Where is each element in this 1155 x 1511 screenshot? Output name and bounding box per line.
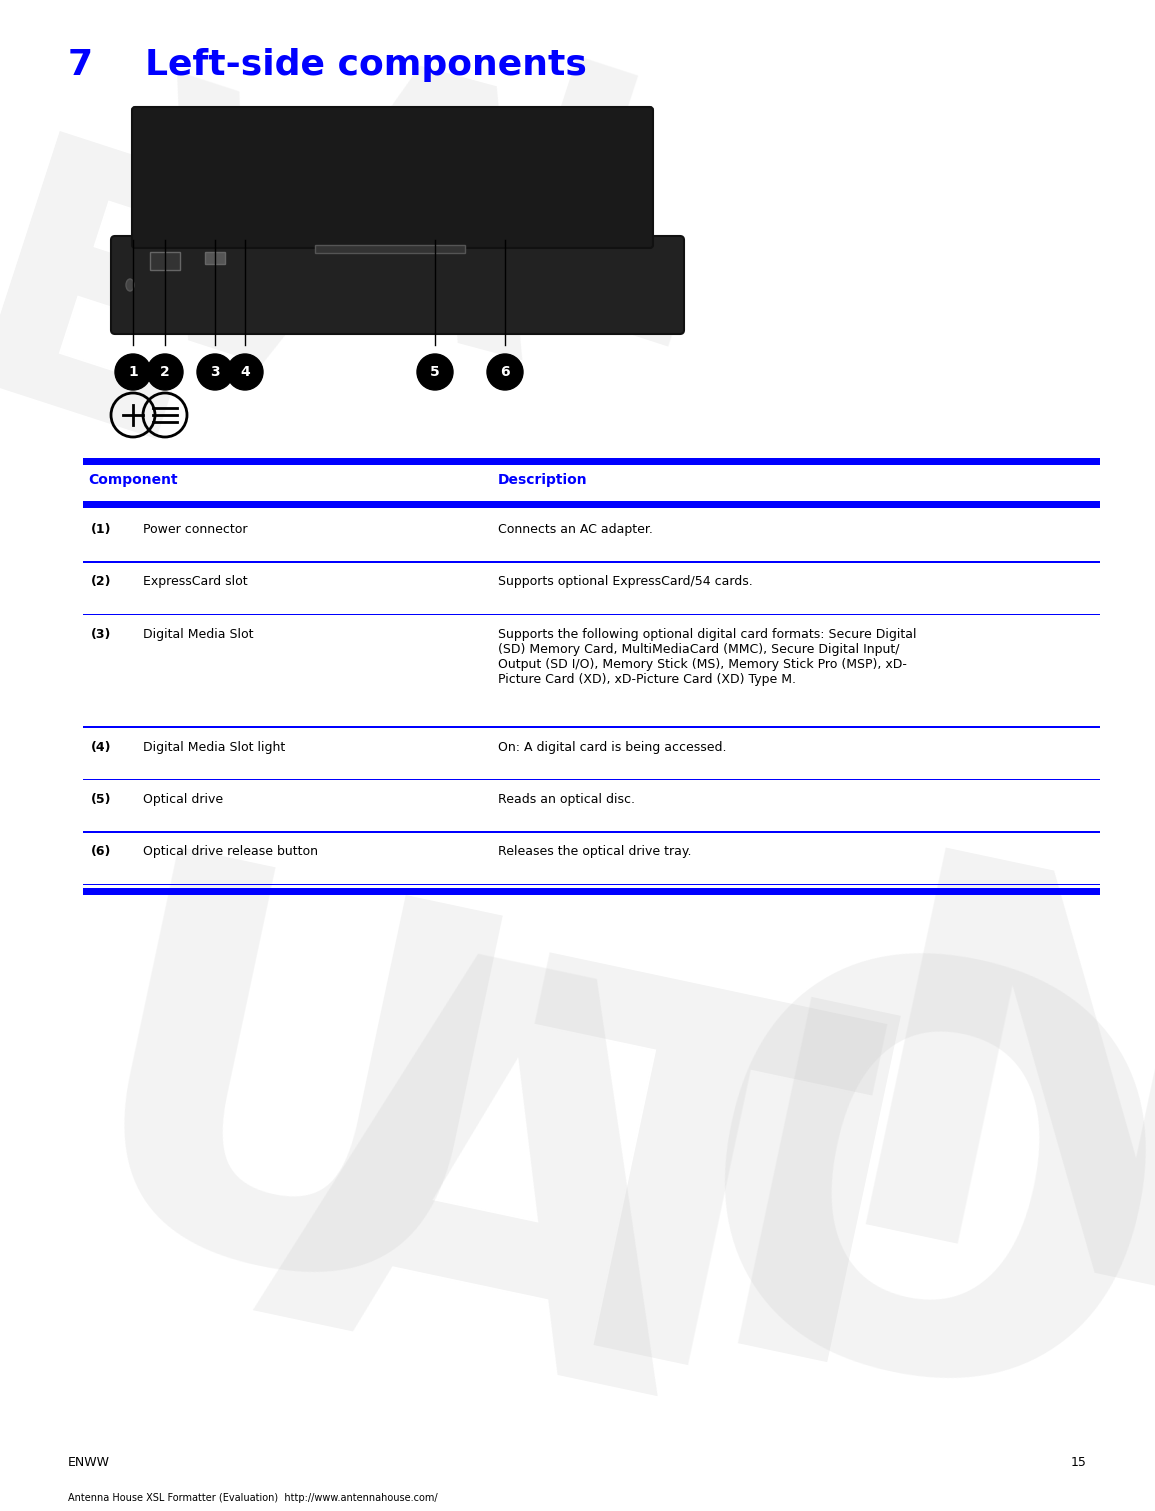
Text: 3: 3 [210,366,219,379]
Text: Digital Media Slot: Digital Media Slot [143,629,253,641]
FancyBboxPatch shape [111,236,684,334]
Text: (3): (3) [91,629,111,641]
Text: (2): (2) [91,576,112,588]
Text: On: A digital card is being accessed.: On: A digital card is being accessed. [498,740,726,754]
Text: 5: 5 [430,366,440,379]
Text: V: V [75,60,433,462]
Text: Component: Component [88,473,178,487]
Text: I: I [671,982,946,1479]
Circle shape [417,354,453,390]
Text: Digital Media Slot light: Digital Media Slot light [143,740,285,754]
Text: Optical drive release button: Optical drive release button [143,846,318,858]
Circle shape [228,354,263,390]
Text: ExpressCard slot: ExpressCard slot [143,576,247,588]
Text: O: O [638,907,1155,1511]
Text: T: T [447,937,893,1497]
Text: Optical drive: Optical drive [143,793,223,805]
Text: 6: 6 [500,366,509,379]
Text: 7: 7 [68,48,94,82]
Text: A: A [239,30,593,432]
Text: L: L [447,45,754,426]
Text: A: A [225,907,745,1508]
Bar [150,252,180,270]
FancyBboxPatch shape [132,107,653,248]
Circle shape [487,354,523,390]
Text: Antenna House XSL Formatter (Evaluation)  http://www.antennahouse.com/: Antenna House XSL Formatter (Evaluation)… [68,1493,438,1503]
Text: (4): (4) [91,740,112,754]
Text: 4: 4 [240,366,249,379]
Bar [83,458,1100,465]
Text: Reads an optical disc.: Reads an optical disc. [498,793,635,805]
Circle shape [198,354,233,390]
Text: Connects an AC adapter.: Connects an AC adapter. [498,523,653,536]
Text: (6): (6) [91,846,111,858]
Text: (1): (1) [91,523,112,536]
Text: (5): (5) [91,793,112,805]
Ellipse shape [126,280,134,292]
Bar [83,888,1100,895]
Text: 15: 15 [1071,1457,1087,1469]
Text: Releases the optical drive tray.: Releases the optical drive tray. [498,846,692,858]
Text: Description: Description [498,473,588,487]
Text: Power connector: Power connector [143,523,247,536]
Bar [83,502,1100,508]
Circle shape [147,354,182,390]
Text: N: N [793,831,1155,1423]
Circle shape [116,354,151,390]
Text: ENWW: ENWW [68,1457,110,1469]
Text: Supports the following optional digital card formats: Secure Digital
(SD) Memory: Supports the following optional digital … [498,629,917,686]
Text: Left-side components: Left-side components [146,48,587,82]
Text: Supports optional ExpressCard/54 cards.: Supports optional ExpressCard/54 cards. [498,576,753,588]
Text: U: U [25,831,552,1420]
Text: 2: 2 [161,366,170,379]
Bar [315,245,465,252]
Text: E: E [0,121,263,529]
Bar [204,252,225,264]
Text: 1: 1 [128,366,137,379]
